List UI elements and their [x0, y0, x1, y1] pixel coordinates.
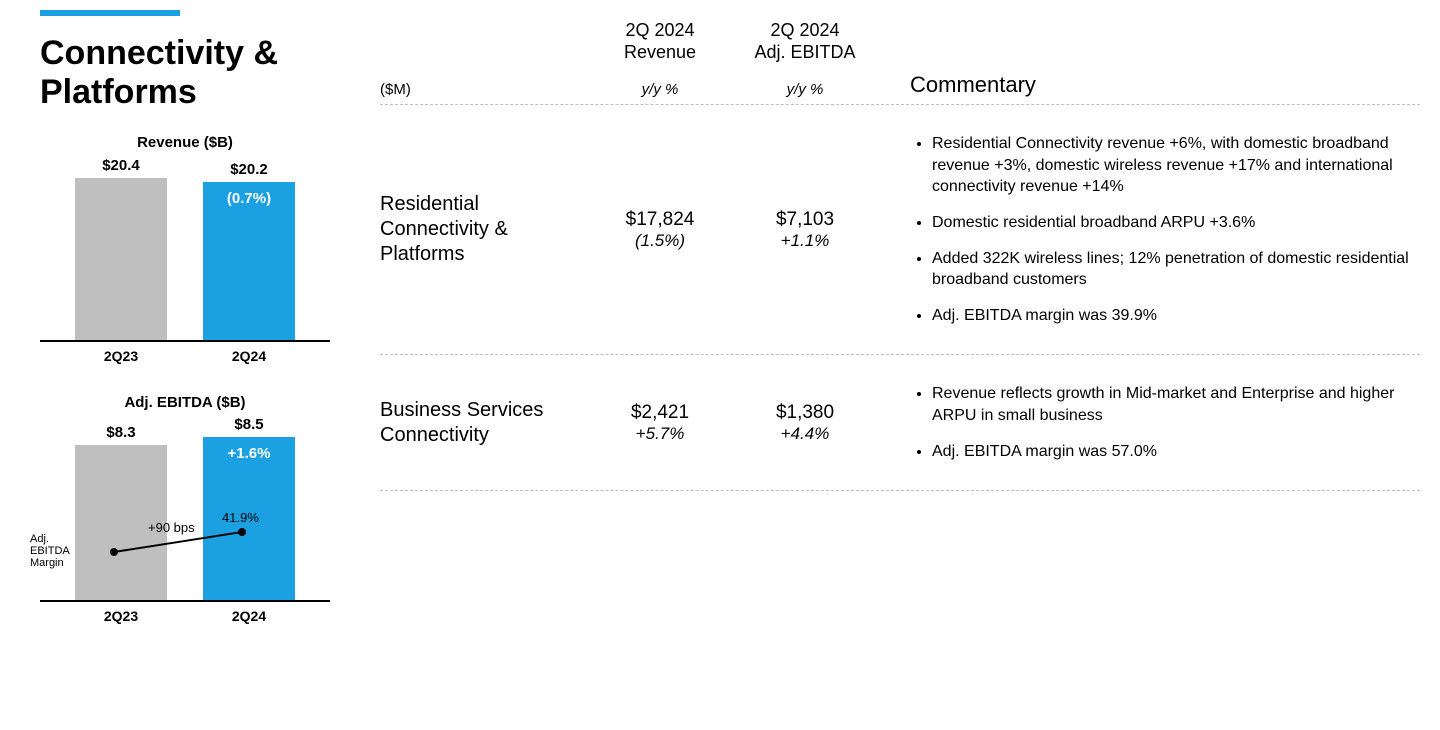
bar-value: $20.2 [230, 161, 268, 178]
margin-dot [110, 548, 118, 556]
margin-label: Adj.EBITDAMargin [30, 533, 70, 584]
header-revenue-sub: y/y % [590, 81, 730, 98]
commentary-bullet: Revenue reflects growth in Mid-market an… [932, 383, 1420, 426]
right-column: ($M) 2Q 2024Revenue y/y % 2Q 2024Adj. EB… [350, 10, 1420, 710]
x-axis-label: 2Q23 [71, 348, 171, 364]
commentary-bullet: Added 322K wireless lines; 12% penetrati… [932, 248, 1420, 291]
unit-label: ($M) [380, 81, 411, 98]
ebitda-chart-title: Adj. EBITDA ($B) [40, 394, 330, 411]
margin-bps-text: +90 bps [148, 520, 195, 535]
page-title: Connectivity & Platforms [40, 34, 330, 112]
header-ebitda: 2Q 2024Adj. EBITDA [730, 20, 880, 63]
x-axis-label: 2Q24 [199, 608, 299, 624]
bar-group: $8.5 +1.6% [199, 416, 299, 600]
segment-name: Residential Connectivity & Platforms [380, 133, 590, 326]
commentary-bullet: Adj. EBITDA margin was 39.9% [932, 305, 1420, 327]
left-column: Connectivity & Platforms Revenue ($B) $2… [20, 10, 350, 710]
table-header: ($M) 2Q 2024Revenue y/y % 2Q 2024Adj. EB… [380, 20, 1420, 105]
bar-group: $20.2 (0.7%) [199, 161, 299, 340]
ebitda-chart: Adj. EBITDA ($B) $8.3 $8.5 +1.6% +90 bps 41.… [40, 394, 330, 624]
segment-name: Business Services Connectivity [380, 383, 590, 462]
bar-group: $20.4 [71, 157, 171, 340]
bar-group: $8.3 [71, 424, 171, 600]
commentary-cell: Revenue reflects growth in Mid-market an… [880, 383, 1420, 462]
x-axis-label: 2Q24 [199, 348, 299, 364]
commentary-cell: Residential Connectivity revenue +6%, wi… [880, 133, 1420, 326]
ebitda-cell: $7,103+1.1% [730, 133, 880, 326]
revenue-cell: $2,421+5.7% [590, 383, 730, 462]
ebitda-cell: $1,380+4.4% [730, 383, 880, 462]
table-row: Residential Connectivity & Platforms$17,… [380, 105, 1420, 355]
bar-value: $8.3 [106, 424, 135, 441]
bar-value: $8.5 [234, 416, 263, 433]
accent-bar [40, 10, 180, 16]
commentary-bullet: Residential Connectivity revenue +6%, wi… [932, 133, 1420, 198]
margin-end-value: 41.9% [222, 510, 259, 525]
commentary-bullet: Adj. EBITDA margin was 57.0% [932, 441, 1420, 463]
header-revenue: 2Q 2024Revenue [590, 20, 730, 63]
commentary-bullet: Domestic residential broadband ARPU +3.6… [932, 212, 1420, 234]
bar-pct: (0.7%) [203, 190, 295, 207]
bar [75, 178, 167, 340]
bar-pct: +1.6% [203, 445, 295, 462]
bar-value: $20.4 [102, 157, 140, 174]
revenue-chart: Revenue ($B) $20.4 $20.2 (0.7%) 2Q23 2Q24 [40, 134, 330, 364]
x-axis-label: 2Q23 [71, 608, 171, 624]
revenue-cell: $17,824(1.5%) [590, 133, 730, 326]
bar: (0.7%) [203, 182, 295, 340]
margin-dot [238, 528, 246, 536]
table-row: Business Services Connectivity$2,421+5.7… [380, 355, 1420, 491]
header-commentary: Commentary [910, 72, 1420, 98]
header-ebitda-sub: y/y % [730, 81, 880, 98]
revenue-chart-title: Revenue ($B) [40, 134, 330, 151]
